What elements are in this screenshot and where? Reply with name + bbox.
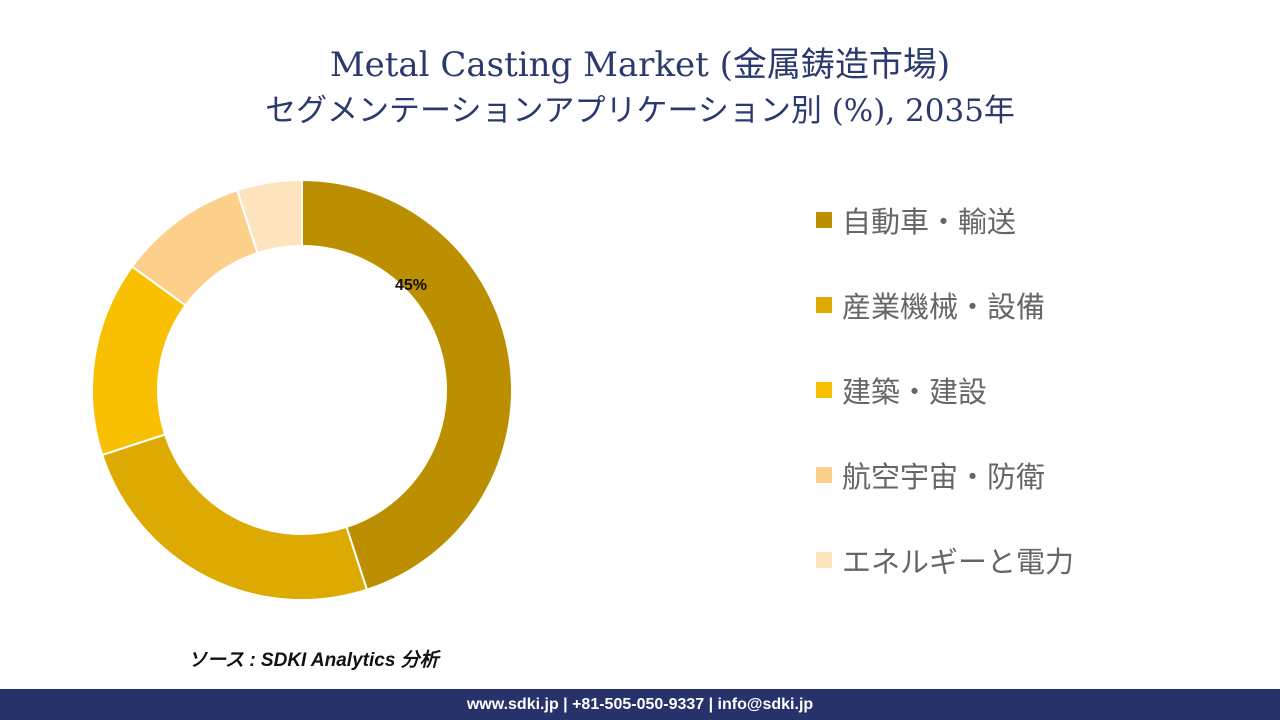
source-note: ソース : SDKI Analytics 分析 [188, 650, 439, 671]
legend-item-5: エネルギーと電力 [816, 536, 1074, 584]
legend-label: 建築・建設 [842, 375, 988, 409]
legend-label: 産業機械・設備 [842, 290, 1046, 324]
donut-slice-1 [301, 178, 513, 591]
chart-title: Metal Casting Market (金属鋳造市場) セグメンテーションア… [0, 42, 1280, 134]
chart-legend: 自動車・輸送 産業機械・設備 建築・建設航空宇宙・防衛 エネルギーと電力 [816, 196, 1074, 621]
donut-slice-5 [235, 178, 303, 255]
legend-label: 自動車・輸送 [842, 205, 1017, 239]
data-label-1: 45% [395, 277, 427, 294]
footer-contact: www.sdki.jp | +81-505-050-9337 | info@sd… [0, 689, 1280, 720]
legend-item-2: 産業機械・設備 [816, 281, 1074, 329]
chart-title-line1: Metal Casting Market (金属鋳造市場) [329, 45, 951, 85]
legend-label: エネルギーと電力 [842, 545, 1075, 579]
legend-swatch [816, 212, 832, 228]
legend-swatch [816, 552, 832, 568]
legend-item-3: 建築・建設 [816, 366, 1074, 414]
donut-slice-2 [101, 433, 369, 601]
legend-label: 航空宇宙・防衛 [842, 460, 1046, 494]
legend-swatch [816, 467, 832, 483]
legend-swatch [816, 297, 832, 313]
legend-item-4: 航空宇宙・防衛 [816, 451, 1074, 499]
legend-swatch [816, 382, 832, 398]
legend-item-1: 自動車・輸送 [816, 196, 1074, 244]
chart-title-line2: セグメンテーションアプリケーション別 (%), 2035年 [265, 93, 1015, 129]
donut-chart: 45% [91, 178, 513, 601]
